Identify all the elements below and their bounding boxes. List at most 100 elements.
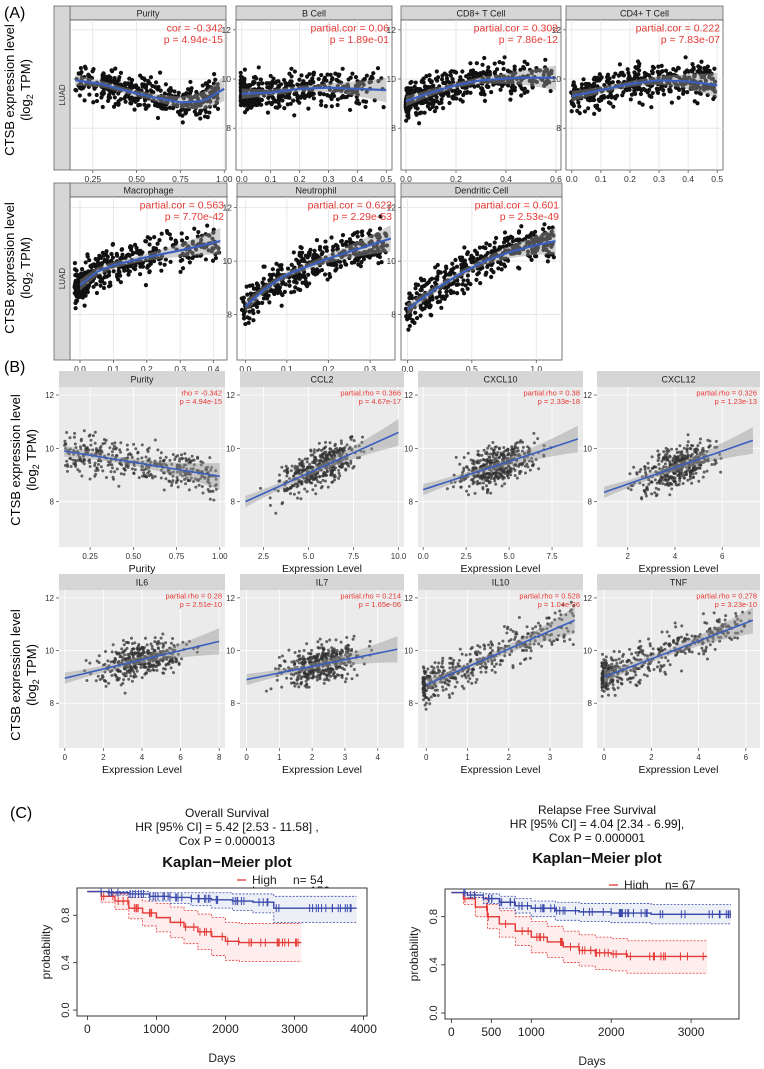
data-point (534, 66, 539, 71)
data-point (465, 278, 470, 283)
data-point (239, 96, 244, 102)
data-point (252, 101, 257, 106)
data-point (444, 89, 449, 94)
data-point (113, 441, 117, 445)
data-point (596, 78, 601, 83)
panel-title: CXCL10 (483, 375, 517, 385)
data-point (132, 472, 136, 476)
data-point (329, 96, 334, 102)
data-point (679, 453, 683, 457)
data-point (88, 464, 92, 468)
data-point (507, 476, 511, 480)
data-point (446, 93, 451, 98)
data-point (157, 70, 163, 75)
data-point (295, 82, 300, 87)
data-point (497, 60, 502, 65)
data-point (632, 85, 637, 90)
y-tick-label: 10 (387, 74, 397, 84)
data-point (88, 461, 92, 465)
data-point (502, 264, 508, 269)
data-point (353, 83, 358, 88)
data-point (184, 482, 188, 486)
data-point (264, 101, 269, 106)
stat-p-value: p = 7.86e-12 (499, 34, 558, 46)
data-point (412, 103, 417, 108)
data-point (344, 94, 349, 100)
data-point (521, 445, 525, 449)
data-point (80, 474, 84, 478)
data-point (314, 237, 320, 243)
x-tick-label: 0.0 (418, 552, 430, 561)
data-point (586, 106, 591, 111)
data-point (114, 251, 119, 256)
data-point (445, 487, 449, 491)
data-point (162, 262, 167, 267)
data-point (63, 439, 67, 443)
data-point (254, 76, 259, 81)
data-point (152, 103, 158, 108)
data-point (242, 67, 247, 72)
data-point (319, 99, 324, 104)
data-point (467, 484, 471, 488)
data-point (519, 86, 524, 91)
data-point (498, 87, 503, 92)
data-point (180, 456, 184, 460)
data-point (487, 472, 491, 476)
data-point (498, 72, 504, 77)
data-point (101, 285, 107, 291)
data-point (97, 253, 102, 259)
data-point (698, 441, 702, 445)
data-point (86, 84, 91, 90)
data-point (297, 457, 301, 461)
data-point (451, 80, 456, 85)
data-point (343, 261, 348, 267)
data-point (188, 79, 193, 85)
data-point (489, 89, 494, 95)
data-point (708, 439, 712, 443)
data-point (74, 273, 79, 278)
data-point (433, 265, 438, 270)
data-point (248, 95, 253, 101)
panel-title: CD8+ T Cell (457, 9, 506, 19)
x-tick-label: 0.0 (566, 174, 578, 184)
data-point (505, 466, 509, 470)
data-point (106, 284, 112, 289)
data-point (99, 95, 104, 100)
data-point (251, 318, 256, 323)
data-point (288, 487, 292, 491)
data-point (309, 453, 313, 457)
stat-correlation: partial.cor = 0.303 (474, 23, 559, 35)
data-point (701, 446, 705, 450)
data-point (324, 245, 329, 250)
data-point (613, 96, 618, 101)
data-point (681, 482, 685, 486)
data-point (178, 457, 182, 461)
data-point (602, 82, 607, 88)
data-point (73, 431, 77, 435)
data-point (656, 454, 660, 458)
data-point (361, 257, 367, 262)
data-point (202, 94, 207, 99)
y-tick-label: 10 (552, 74, 562, 84)
data-point (243, 321, 248, 327)
data-point (424, 99, 429, 105)
data-point (214, 100, 220, 105)
data-point (245, 315, 250, 320)
data-point (663, 462, 667, 466)
data-point (167, 105, 173, 110)
data-point (707, 68, 712, 74)
data-point (95, 257, 100, 262)
data-point (284, 489, 288, 493)
data-point (251, 286, 257, 291)
data-point (696, 444, 700, 448)
data-point (241, 299, 246, 304)
data-point (522, 66, 527, 71)
data-point (372, 98, 377, 103)
data-point (512, 447, 516, 451)
data-point (118, 273, 123, 278)
data-point (406, 327, 411, 332)
data-point (489, 267, 494, 273)
data-point (153, 475, 157, 479)
